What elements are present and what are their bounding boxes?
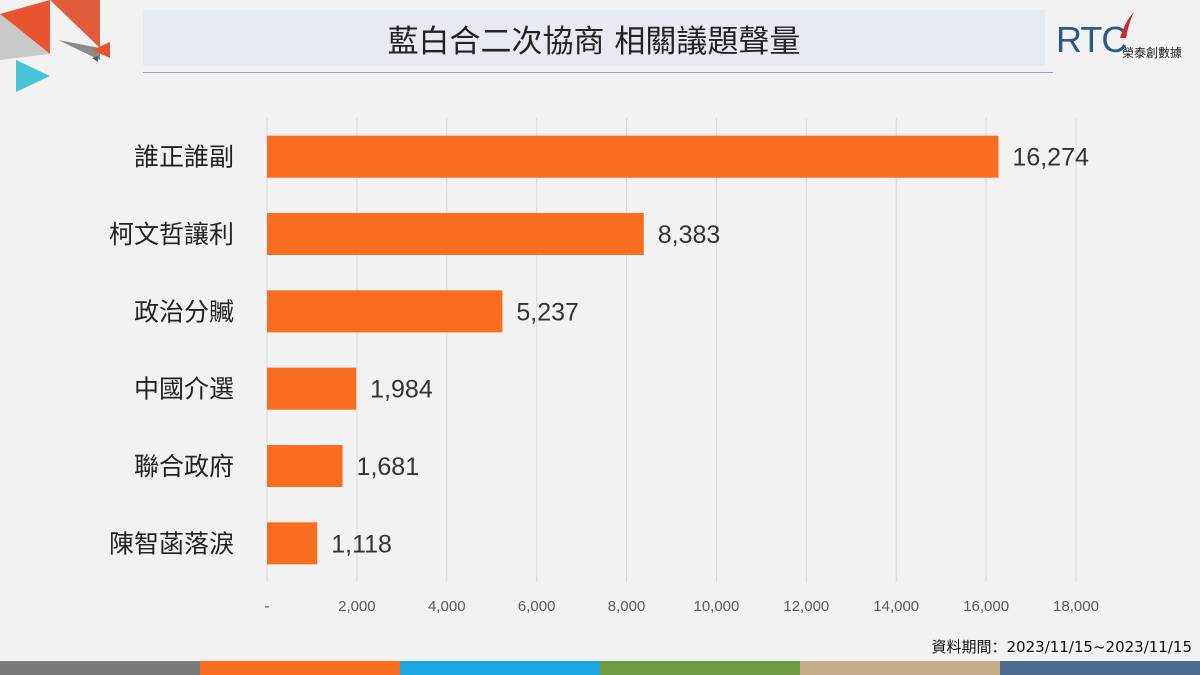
- x-tick-label: -: [265, 598, 270, 615]
- x-tick-label: 10,000: [693, 598, 739, 615]
- x-tick-label: 8,000: [608, 598, 646, 615]
- footer-stripe: [200, 661, 400, 675]
- grid-lines: [266, 118, 1077, 582]
- x-tick-label: 18,000: [1053, 598, 1099, 615]
- bars: [267, 135, 999, 565]
- footer-stripe: [600, 661, 800, 675]
- x-tick-label: 16,000: [963, 598, 1009, 615]
- category-label: 政治分贓: [134, 297, 234, 326]
- bar: [267, 213, 644, 255]
- x-tick-label: 12,000: [783, 598, 829, 615]
- footer-stripe: [400, 661, 600, 675]
- corner-decoration: [0, 0, 110, 92]
- logo-text: RTC: [1056, 19, 1127, 60]
- category-label: 聯合政府: [134, 452, 234, 481]
- x-tick-label: 14,000: [873, 598, 919, 615]
- category-label: 誰正誰副: [134, 143, 234, 172]
- value-label: 16,274: [1012, 144, 1089, 172]
- value-label: 5,237: [516, 298, 579, 326]
- value-label: 8,383: [658, 221, 721, 249]
- bar: [267, 445, 343, 487]
- value-label: 1,984: [370, 376, 433, 404]
- bar: [267, 367, 357, 410]
- value-label: 1,681: [357, 453, 420, 481]
- page-title: 藍白合二次協商 相關議題聲量: [143, 10, 1045, 66]
- x-tick-label: 2,000: [338, 598, 376, 615]
- bar: [267, 135, 999, 178]
- category-label: 陳智菡落淚: [109, 529, 234, 558]
- footer-stripe: [1000, 661, 1200, 675]
- brand-logo: RTC 榮泰創數據: [1056, 10, 1196, 66]
- logo-swoosh-icon: [1120, 12, 1134, 38]
- footer-stripe: [0, 661, 200, 675]
- bar: [267, 522, 318, 565]
- bar-chart: - 2,000 4,000 6,000 8,000 10,000 12,000 14,000 1…: [109, 118, 1099, 615]
- category-label: 柯文哲讓利: [109, 220, 234, 249]
- x-tick-label: 6,000: [518, 598, 556, 615]
- footer-stripe: [800, 661, 1000, 675]
- category-label: 中國介選: [134, 375, 234, 404]
- logo-letters: RTC: [1056, 19, 1127, 60]
- bar: [267, 290, 503, 333]
- title-underline: [143, 72, 1053, 73]
- labels: - 2,000 4,000 6,000 8,000 10,000 12,000 14,000 1…: [109, 143, 1099, 615]
- x-tick-label: 4,000: [428, 598, 466, 615]
- value-label: 1,118: [331, 530, 392, 558]
- date-range-note: 資料期間：2023/11/15~2023/11/15: [931, 638, 1192, 656]
- logo-subtitle: 榮泰創數據: [1122, 46, 1183, 60]
